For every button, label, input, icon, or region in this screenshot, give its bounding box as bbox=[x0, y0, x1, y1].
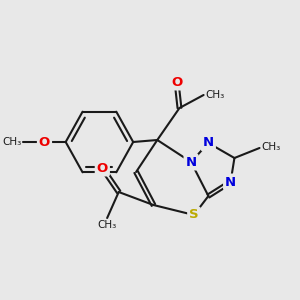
Text: CH₃: CH₃ bbox=[261, 142, 281, 152]
Text: N: N bbox=[225, 176, 236, 188]
Text: CH₃: CH₃ bbox=[206, 90, 225, 100]
Text: O: O bbox=[39, 136, 50, 148]
Text: S: S bbox=[189, 208, 199, 221]
Text: CH₃: CH₃ bbox=[2, 137, 21, 147]
Text: O: O bbox=[97, 161, 108, 175]
Text: N: N bbox=[203, 136, 214, 149]
Text: CH₃: CH₃ bbox=[98, 220, 117, 230]
Text: O: O bbox=[171, 76, 182, 88]
Text: N: N bbox=[185, 155, 197, 169]
